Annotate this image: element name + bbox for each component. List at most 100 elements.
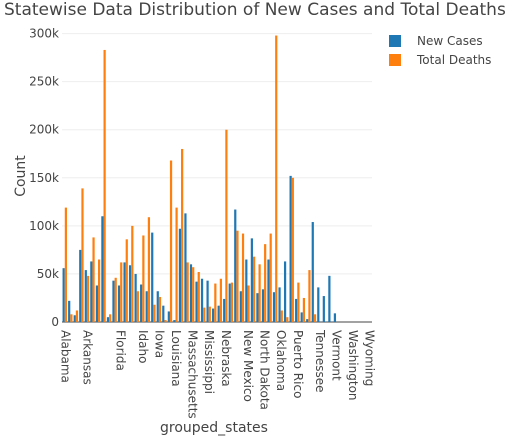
bar [97,259,101,322]
bar [84,270,87,322]
bar [234,209,237,322]
bar [289,175,292,322]
bar [217,305,220,322]
bar [302,297,306,322]
bar [291,177,294,322]
bar [75,310,79,322]
bar [136,291,139,322]
bar [64,207,67,322]
bars [62,35,337,322]
bar [195,281,198,322]
bar [317,287,320,322]
bar [169,160,173,322]
bar [308,270,311,322]
grid-lines [62,33,372,323]
x-tick-label: Washington [346,330,360,401]
legend-item-new-cases[interactable]: New Cases [389,31,491,50]
y-axis-title: Count [13,155,29,197]
bar [145,291,148,322]
chart-title: Statewise Data Distribution of New Cases… [4,0,506,20]
bar [117,285,121,322]
bar [208,306,211,322]
x-tick-label: Puerto Rico [291,330,305,398]
bar [162,305,165,322]
bar [128,265,132,322]
bar [230,282,234,322]
bar [81,188,84,322]
bar [280,310,283,322]
legend[interactable]: New Cases Total Deaths [389,31,491,69]
bar [156,291,159,322]
bar [223,298,226,322]
bar [184,213,187,322]
bar [275,35,278,322]
x-tick-label: Florida [114,330,128,371]
y-tick-labels: 0 50k 100k 150k 200k 250k 300k [29,27,59,329]
x-tick-label: Louisiana [169,330,183,387]
x-tick-label: Tennessee [313,329,327,393]
x-tick-label: Massachusetts [186,330,200,419]
bar [239,291,242,322]
bar [212,308,215,322]
x-tick-label: Vermont [330,330,344,381]
bar [103,49,106,322]
legend-item-total-deaths[interactable]: Total Deaths [389,50,491,69]
bar [106,317,110,322]
bar [241,233,245,322]
bar [186,262,189,322]
y-tick-label: 0 [51,315,59,329]
legend-swatch-new-cases [389,34,401,47]
bar [286,317,289,322]
bar [131,225,134,322]
bar [70,314,73,322]
y-tick-label: 100k [29,219,59,233]
bar [112,280,115,322]
bar [68,300,71,322]
bar [311,222,314,322]
bar [147,217,151,322]
bar [134,273,137,322]
bar [123,262,126,322]
bar [140,284,143,322]
bar [267,259,270,322]
legend-label-new-cases: New Cases [417,33,483,48]
bar [109,314,112,322]
bar [283,261,287,322]
bar [322,296,325,322]
bar [192,267,195,322]
bar [333,313,337,322]
bar [203,307,206,322]
bar [295,298,298,322]
bar [90,261,93,322]
bar [278,287,281,322]
bar [125,239,128,322]
bar [86,275,90,322]
bar [79,249,82,322]
bar [306,319,309,322]
bar [328,275,331,322]
bar [300,312,303,322]
bar [95,285,98,322]
y-tick-label: 50k [37,267,59,281]
bar [297,282,300,322]
bar [313,314,317,322]
bar [247,285,250,322]
bar [245,259,248,322]
x-tick-label: Iowa [152,330,166,358]
bar [114,277,117,322]
x-tick-label: Nebraska [219,330,233,387]
y-tick-label: 250k [29,75,59,89]
x-tick-label: Oklahoma [274,330,288,391]
bar [197,272,200,322]
bar [225,129,228,322]
x-axis-title: grouped_states [160,420,268,436]
bar [120,262,123,322]
bar [250,238,253,322]
x-tick-label: Arkansas [80,330,94,385]
bar [92,237,95,322]
bar [261,289,265,322]
x-tick-labels: Alabama Arkansas Florida Idaho Iowa Louisiana… [58,329,376,419]
bar [101,216,104,322]
bar [258,264,261,322]
bar [173,320,176,322]
